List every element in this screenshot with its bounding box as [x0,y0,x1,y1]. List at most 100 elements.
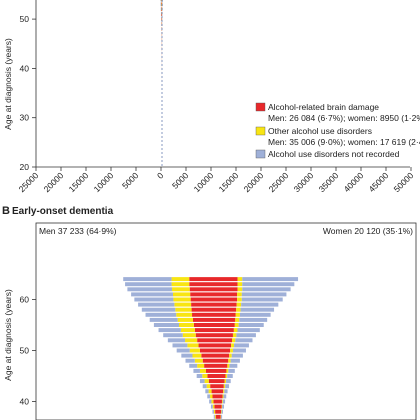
panel-b-bar-men-arbd-43 [210,384,219,389]
panel-b-bar-men-arbd-53 [195,333,219,338]
panel-b-bar-men-other-37 [214,414,216,419]
panel-b-bar-men-other-56 [177,317,193,322]
panel-b-bar-women-other-47 [227,363,230,368]
panel-b-bar-men-none-60 [134,297,174,302]
panel-b-bar-men-none-62 [127,287,173,292]
panel-b-bar-men-none-42 [205,389,209,394]
panel-a-bar-men-arbd-51 [161,12,162,17]
panel-b-bar-women-arbd-38 [219,409,222,414]
panel-b-bar-women-none-37 [221,414,223,419]
panel-b-bar-women-none-49 [231,353,243,358]
panel-a-x-tick-label: 5000 [170,170,191,191]
panel-b-bar-men-other-53 [182,333,196,338]
panel-b-bar-men-arbd-59 [191,302,219,307]
panel-b-bar-women-arbd-48 [219,358,229,363]
panel-b-bar-men-other-46 [199,368,206,373]
panel-b-bar-men-arbd-47 [204,363,219,368]
panel-b-bar-men-none-41 [207,394,211,399]
panel-b-bar-women-arbd-56 [219,317,236,322]
panel-b-bar-women-other-50 [230,348,233,353]
panel-b-y-tick-label: 40 [20,397,30,407]
panel-b-bar-women-none-57 [239,312,271,317]
panel-b-title: Early-onset dementia [12,206,114,217]
panel-b-bar-men-arbd-39 [214,404,219,409]
panel-b-bar-women-arbd-44 [219,379,225,384]
panel-a-y-axis-label: Age at diagnosis (years) [3,38,13,130]
panel-b-bar-men-arbd-38 [215,409,219,414]
legend-swatch-other [255,126,266,136]
panel-b-y-tick-label: 60 [20,295,30,305]
panel-b-bar-women-arbd-37 [219,414,221,419]
panel-b-bar-men-other-44 [204,379,209,384]
panel-b-y-axis-label: Age at diagnosis (years) [3,289,13,381]
panel-b-bar-women-other-52 [232,338,236,343]
panel-b-bar-men-other-45 [202,374,208,378]
panel-b-bar-men-none-53 [163,333,183,338]
panel-b-bar-men-arbd-61 [190,292,219,297]
panel-a-x-tick-label: 10000 [92,170,116,194]
panel-b-bar-men-arbd-51 [198,343,219,348]
panel-a-x-tick-label: 15000 [217,170,241,194]
panel-b-bar-women-arbd-64 [219,277,238,282]
panel-b-bar-men-other-61 [172,292,191,297]
panel-b-bar-women-none-47 [229,363,238,368]
panel-b-bar-men-other-47 [197,363,205,368]
panel-b-bar-women-other-59 [236,302,242,307]
panel-b-bar-men-other-42 [208,389,212,394]
panel-b-bar-women-none-53 [236,333,256,338]
panel-b-bar-men-arbd-52 [197,338,219,343]
panel-b-bar-women-arbd-62 [219,287,238,292]
panel-b-bar-women-arbd-49 [219,353,230,358]
panel-b-bar-women-arbd-52 [219,338,233,343]
panel-b-bar-men-arbd-63 [189,282,219,287]
panel-a-bar-women-none-54 [162,0,163,2]
panel-b-bar-men-arbd-57 [192,312,219,317]
panel-b-bar-women-other-48 [228,358,231,363]
panel-b-bar-women-none-63 [242,282,295,287]
panel-b-bar-men-none-48 [185,358,195,363]
panel-b-bar-men-arbd-45 [207,374,219,378]
panel-b-bar-women-other-57 [235,312,240,317]
panel-b-bar-women-arbd-45 [219,374,226,378]
panel-b-bar-men-none-46 [193,368,200,373]
panel-a-x-tick-label: 10000 [192,170,216,194]
panel-b-bar-men-other-63 [171,282,190,287]
panel-b-women-label: Women 20 120 (35·1%) [323,226,413,236]
panel-b-bar-women-arbd-60 [219,297,238,302]
panel-b-bar-women-other-53 [232,333,237,338]
panel-b-bar-women-arbd-50 [219,348,231,353]
panel-b-bar-men-other-62 [172,287,190,292]
panel-b-bar-women-none-48 [230,358,240,363]
panel-b-bar-men-arbd-54 [194,328,219,333]
panel-b-bar-women-none-60 [241,297,283,302]
panel-b-bar-women-none-50 [232,348,246,353]
panel-b-bar-men-arbd-46 [205,368,219,373]
panel-b-bar-men-arbd-49 [201,353,219,358]
legend-label-none: Alcohol use disorders not recorded [268,149,400,159]
legend-swatch-none [255,149,266,159]
panel-a-y-tick-label: 30 [20,113,30,123]
panel-b-bar-men-none-57 [145,312,177,317]
panel-b-bar-women-none-54 [237,328,260,333]
panel-b-bar-men-arbd-50 [199,348,219,353]
panel-a-x-tick-label: 25000 [17,170,41,194]
panel-b-bar-men-none-58 [141,307,176,312]
panel-a-x-tick-label: 40000 [342,170,366,194]
panel-b-bar-men-none-38 [212,409,214,414]
panel-b-bar-men-arbd-37 [215,414,219,419]
panel-a-x-tick-label: 25000 [267,170,291,194]
panel-b-bar-men-other-60 [173,297,191,302]
panel-b-bar-men-arbd-41 [212,394,219,399]
panel-b-bar-women-none-52 [235,338,253,343]
panel-b-bar-men-none-51 [172,343,188,348]
panel-b-bar-men-other-59 [174,302,192,307]
panel-b-bar-women-arbd-59 [219,302,237,307]
panel-a-y-ticks: 706050403020 [20,14,36,172]
panel-b-bar-men-arbd-48 [202,358,219,363]
panel-b-bar-women-other-45 [225,374,228,378]
panel-a-x-tick-label: 30000 [292,170,316,194]
panel-b-bar-men-other-39 [212,404,215,409]
panel-a-y-tick-label: 20 [20,162,30,172]
panel-b-bar-women-arbd-58 [219,307,237,312]
